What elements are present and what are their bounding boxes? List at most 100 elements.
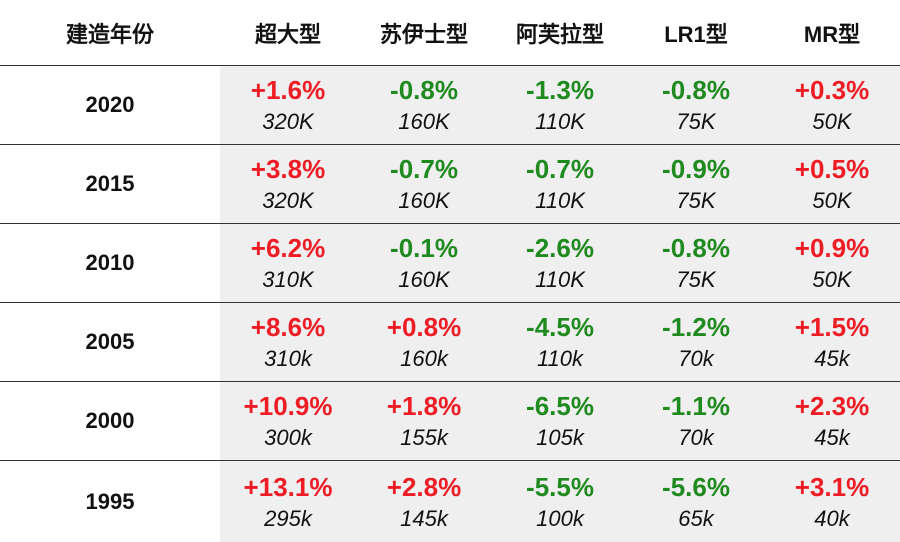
- price-value: 300k: [264, 425, 312, 450]
- table-cell: +1.5% 45k: [764, 303, 900, 382]
- price-value: 75K: [676, 188, 716, 213]
- change-value: +0.9%: [794, 233, 870, 263]
- table-cell: -0.8% 75K: [628, 66, 764, 145]
- change-value: -1.3%: [526, 75, 594, 105]
- change-value: -0.8%: [662, 75, 730, 105]
- change-value: +0.8%: [386, 312, 462, 342]
- header-aframax: 阿芙拉型: [492, 0, 628, 66]
- change-value: -4.5%: [526, 312, 594, 342]
- table-cell: +1.6% 320K: [220, 66, 356, 145]
- row-year: 1995: [85, 488, 135, 514]
- row-year: 2020: [0, 66, 220, 145]
- change-value: -6.5%: [526, 391, 594, 421]
- row-year: 2015: [0, 145, 220, 224]
- header-mr: MR型: [764, 0, 900, 66]
- change-value: +2.3%: [794, 391, 870, 421]
- change-value: +13.1%: [243, 471, 333, 502]
- table-cell: -4.5% 110k: [492, 303, 628, 382]
- table-cell: +13.1% 295k: [220, 461, 356, 542]
- table-cell: -5.6% 65k: [628, 461, 764, 542]
- price-value: 110K: [535, 267, 585, 292]
- price-value: 110K: [535, 109, 585, 134]
- price-value: 75K: [676, 267, 716, 292]
- price-value: 40k: [814, 505, 850, 531]
- change-value: -1.2%: [662, 312, 730, 342]
- table-cell: -0.1% 160K: [356, 224, 492, 303]
- price-value: 160K: [398, 109, 450, 134]
- table-cell: +8.6% 310k: [220, 303, 356, 382]
- price-value: 70k: [678, 425, 714, 450]
- change-value: +6.2%: [250, 233, 326, 263]
- change-value: -0.7%: [390, 154, 458, 184]
- price-value: 65k: [678, 505, 714, 531]
- table-cell: +1.8% 155k: [356, 382, 492, 461]
- table-cell: +2.8% 145k: [356, 461, 492, 542]
- price-value: 50K: [812, 267, 852, 292]
- change-value: -0.8%: [390, 75, 458, 105]
- change-value: -1.1%: [662, 391, 730, 421]
- change-value: +3.8%: [250, 154, 326, 184]
- header-year: 建造年份: [0, 0, 220, 66]
- change-value: +1.6%: [250, 75, 326, 105]
- price-value: 110K: [535, 188, 585, 213]
- price-value: 155k: [400, 425, 448, 450]
- header-vlcc: 超大型: [220, 0, 356, 66]
- table-cell: -1.3% 110K: [492, 66, 628, 145]
- table-cell: -5.5% 100k: [492, 461, 628, 542]
- change-value: -2.6%: [526, 233, 594, 263]
- price-value: 70k: [678, 346, 714, 371]
- table-cell: +6.2% 310K: [220, 224, 356, 303]
- table-cell: +0.8% 160k: [356, 303, 492, 382]
- change-value: +8.6%: [250, 312, 326, 342]
- header-suezmax: 苏伊士型: [356, 0, 492, 66]
- row-year: 2005: [0, 303, 220, 382]
- table-cell: -0.8% 160K: [356, 66, 492, 145]
- price-value: 160k: [400, 346, 448, 371]
- price-value: 310K: [262, 267, 314, 292]
- change-value: -0.1%: [390, 233, 458, 263]
- header-lr1: LR1型: [628, 0, 764, 66]
- price-value: 45k: [814, 346, 850, 371]
- table-cell: -0.7% 110K: [492, 145, 628, 224]
- change-value: +10.9%: [243, 391, 333, 421]
- change-value: -0.9%: [662, 154, 730, 184]
- table-cell: -6.5% 105k: [492, 382, 628, 461]
- price-value: 145k: [400, 505, 448, 531]
- price-value: 75K: [676, 109, 716, 134]
- table-cell: +0.5% 50K: [764, 145, 900, 224]
- row-year: 2010: [0, 224, 220, 303]
- change-value: -0.8%: [662, 233, 730, 263]
- price-value: 50K: [812, 109, 852, 134]
- table-cell: -2.6% 110K: [492, 224, 628, 303]
- table-cell: +2.3% 45k: [764, 382, 900, 461]
- change-value: -0.7%: [526, 154, 594, 184]
- price-value: 100k: [536, 505, 584, 531]
- price-value: 310k: [264, 346, 312, 371]
- price-value: 50K: [812, 188, 852, 213]
- table-cell: +3.1% 40k: [764, 461, 900, 542]
- price-value: 110k: [536, 346, 584, 371]
- table-cell: +3.8% 320K: [220, 145, 356, 224]
- table-cell: -1.1% 70k: [628, 382, 764, 461]
- change-value: +1.5%: [794, 312, 870, 342]
- change-value: +1.8%: [386, 391, 462, 421]
- change-value: -5.5%: [526, 471, 594, 502]
- change-value: +3.1%: [794, 471, 870, 502]
- table-cell: +0.9% 50K: [764, 224, 900, 303]
- table-cell: +10.9% 300k: [220, 382, 356, 461]
- table-cell: -0.7% 160K: [356, 145, 492, 224]
- table-cell: -1.2% 70k: [628, 303, 764, 382]
- row-year: 2000: [0, 382, 220, 461]
- change-value: +2.8%: [386, 471, 462, 502]
- table-cell: -0.8% 75K: [628, 224, 764, 303]
- price-value: 160K: [398, 188, 450, 213]
- price-value: 320K: [262, 109, 314, 134]
- price-value: 320K: [262, 188, 314, 213]
- price-value: 105k: [536, 425, 584, 450]
- table-cell: -0.9% 75K: [628, 145, 764, 224]
- change-value: -5.6%: [662, 471, 730, 502]
- table-cell: +0.3% 50K: [764, 66, 900, 145]
- price-value: 45k: [814, 425, 850, 450]
- change-value: +0.5%: [794, 154, 870, 184]
